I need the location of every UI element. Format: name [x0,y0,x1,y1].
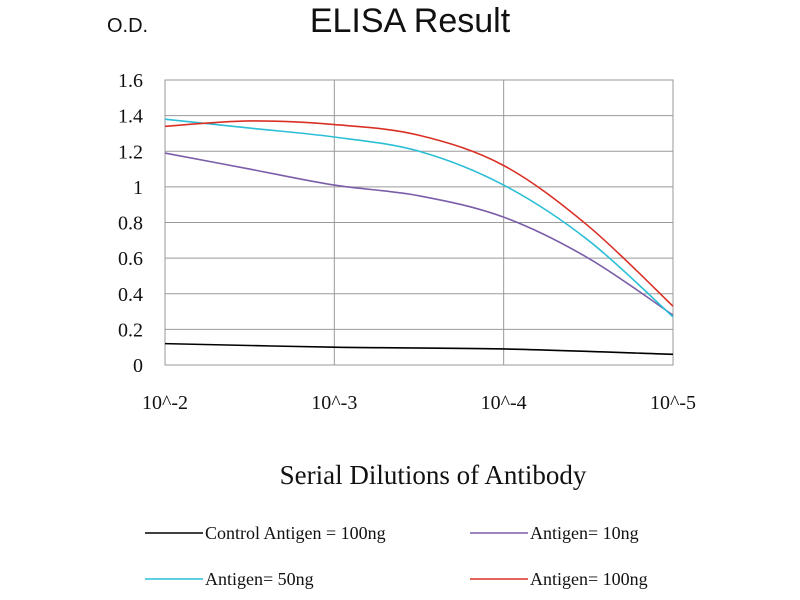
y-tick-label: 0.8 [118,213,143,235]
chart-title: ELISA Result [310,2,511,40]
y-tick-label: 1.2 [118,141,143,163]
y-tick-label: 0.2 [118,319,143,341]
legend-label: Antigen= 100ng [530,569,648,589]
x-tick-label: 10^-4 [481,392,527,414]
series-line-2 [164,118,674,318]
grid-lines [165,80,673,365]
series-line-3 [164,120,674,307]
series-lines [164,118,674,356]
x-tick-labels: 10^-2 10^-3 10^-4 10^-5 [142,392,696,414]
x-tick-label: 10^-5 [650,392,696,414]
x-tick-label: 10^-2 [142,392,188,414]
legend: Control Antigen = 100ng Antigen= 10ng Anti… [145,523,648,589]
y-tick-label: 1.4 [118,106,143,128]
y-tick-label: 0.6 [118,248,143,270]
series-line-0 [164,342,674,356]
y-tick-label: 0.4 [118,284,143,306]
legend-label: Antigen= 50ng [205,569,314,589]
legend-label: Antigen= 10ng [530,523,639,543]
series-line-1 [164,152,674,316]
y-tick-label: 0 [133,355,143,377]
y-tick-label: 1 [133,177,143,199]
y-tick-labels: 0 0.2 0.4 0.6 0.8 1 1.2 1.4 1.6 [118,70,143,377]
y-axis-label: O.D. [107,15,148,37]
x-tick-label: 10^-3 [311,392,357,414]
x-axis-label: Serial Dilutions of Antibody [280,460,587,490]
legend-label: Control Antigen = 100ng [205,523,386,543]
y-tick-label: 1.6 [118,70,143,92]
